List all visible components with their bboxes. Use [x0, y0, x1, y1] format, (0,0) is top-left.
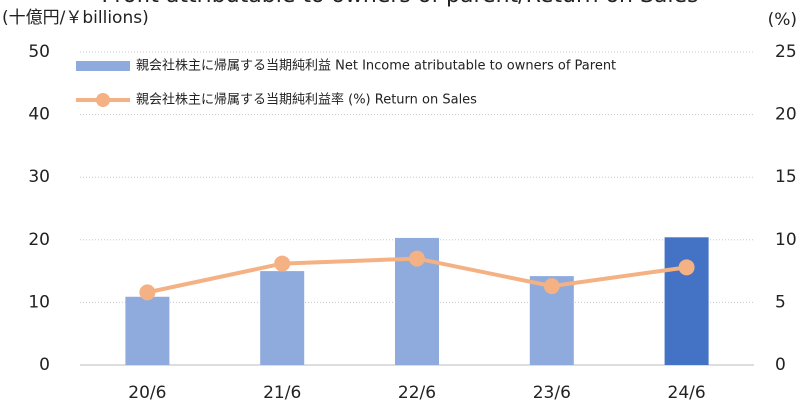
bar — [125, 296, 170, 365]
y-tick-label: 20 — [28, 230, 50, 250]
line-marker — [409, 250, 425, 267]
x-tick-label: 21/6 — [263, 383, 301, 403]
line-marker — [274, 255, 291, 272]
x-tick-label: 22/6 — [398, 383, 436, 403]
y-axis-label: (十億円/￥billions) — [2, 8, 149, 28]
legend-label: 親会社株主に帰属する当期純利益率 (%) Return on Sales — [136, 92, 477, 108]
y2-tick-label: 5 — [775, 292, 786, 312]
line-marker — [543, 278, 560, 295]
x-tick-label: 24/6 — [668, 383, 706, 403]
chart-title: Profit attributable to owners of parent/… — [101, 0, 698, 8]
y2-tick-label: 0 — [775, 355, 786, 375]
x-tick-label: 23/6 — [533, 383, 571, 403]
line-marker — [678, 259, 695, 276]
y2-tick-label: 25 — [775, 42, 797, 62]
y2-tick-label: 10 — [775, 230, 797, 250]
bar — [260, 271, 305, 365]
y-tick-label: 30 — [28, 167, 50, 187]
bar — [664, 237, 709, 365]
y2-tick-label: 20 — [775, 105, 797, 125]
y-tick-label: 0 — [39, 355, 50, 375]
y-tick-label: 50 — [28, 42, 50, 62]
x-tick-label: 20/6 — [128, 383, 166, 403]
legend-swatch — [96, 93, 110, 107]
y2-tick-label: 15 — [775, 167, 797, 187]
legend-label: 親会社株主に帰属する当期純利益 Net Income atributable t… — [136, 58, 616, 74]
y-tick-label: 40 — [28, 105, 50, 125]
y-tick-label: 10 — [28, 292, 50, 312]
y2-axis-label: (%) — [768, 10, 797, 30]
line-marker — [139, 284, 156, 301]
legend-swatch — [76, 61, 130, 71]
